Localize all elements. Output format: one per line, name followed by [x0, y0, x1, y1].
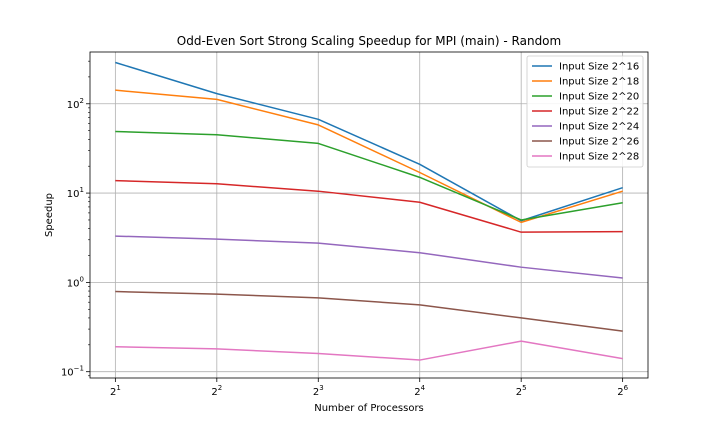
x-axis-label: Number of Processors — [314, 403, 424, 414]
y-tick-label: 10−1 — [61, 365, 84, 379]
legend-label: Input Size 2^28 — [559, 152, 639, 163]
x-tick-label: 21 — [110, 384, 121, 398]
y-tick-label: 100 — [67, 275, 84, 289]
legend-label: Input Size 2^26 — [559, 137, 639, 148]
chart-title: Odd-Even Sort Strong Scaling Speedup for… — [177, 34, 561, 48]
series-line — [115, 290, 623, 332]
series-line — [115, 179, 623, 233]
legend-label: Input Size 2^18 — [559, 77, 639, 88]
series-lines — [115, 61, 623, 361]
series-line — [115, 130, 623, 221]
legend-label: Input Size 2^22 — [559, 107, 639, 118]
legend-label: Input Size 2^16 — [559, 62, 639, 73]
axis-ticks: 21 22 23 24 25 26 10−1 100 101 102 — [61, 60, 629, 398]
x-tick-label: 25 — [516, 384, 527, 398]
y-axis-label: Speedup — [44, 193, 55, 237]
y-tick-label: 101 — [67, 186, 84, 200]
legend: Input Size 2^16 Input Size 2^18 Input Size… — [526, 55, 644, 168]
plot-area-frame — [89, 51, 649, 379]
series-line — [115, 61, 623, 222]
legend-box — [526, 55, 644, 168]
x-tick-label: 24 — [414, 384, 425, 398]
x-tick-label: 26 — [617, 384, 628, 398]
legend-label: Input Size 2^24 — [559, 122, 639, 133]
legend-label: Input Size 2^20 — [559, 92, 639, 103]
series-line — [115, 235, 623, 279]
series-line — [115, 340, 623, 361]
x-tick-label: 23 — [313, 384, 324, 398]
x-tick-label: 22 — [211, 384, 222, 398]
y-tick-label: 102 — [67, 97, 84, 111]
